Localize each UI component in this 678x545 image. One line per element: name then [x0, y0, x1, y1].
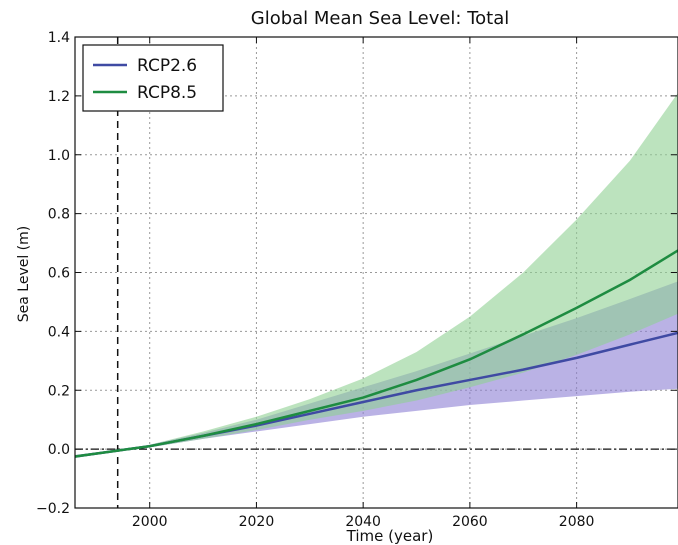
legend-box	[82, 44, 224, 112]
y-tick-label: 1.2	[48, 89, 70, 105]
y-tick-label: 1.0	[48, 148, 70, 164]
legend-label-rcp26: RCP2.6	[137, 56, 197, 76]
x-axis-label: Time (year)	[346, 527, 434, 545]
y-tick-label: −0.2	[36, 501, 70, 517]
x-tick-label: 2060	[452, 514, 488, 530]
legend-label-rcp85: RCP8.5	[137, 83, 197, 103]
x-tick-label: 2080	[559, 514, 595, 530]
x-tick-label: 2040	[345, 514, 381, 530]
y-tick-label: 0.6	[48, 266, 70, 282]
y-tick-label: 0.8	[48, 207, 70, 223]
y-tick-label: 0.2	[48, 383, 70, 399]
band-rcp85	[75, 92, 678, 458]
chart-title: Global Mean Sea Level: Total	[250, 8, 510, 29]
band-rcp26	[75, 281, 678, 458]
y-tick-label: 1.4	[48, 30, 70, 46]
x-tick-label: 2000	[132, 514, 168, 530]
y-tick-label: 0.0	[48, 442, 70, 458]
x-tick-label: 2020	[239, 514, 275, 530]
y-tick-label: 0.4	[48, 324, 70, 340]
series-line-rcp85	[75, 249, 678, 458]
